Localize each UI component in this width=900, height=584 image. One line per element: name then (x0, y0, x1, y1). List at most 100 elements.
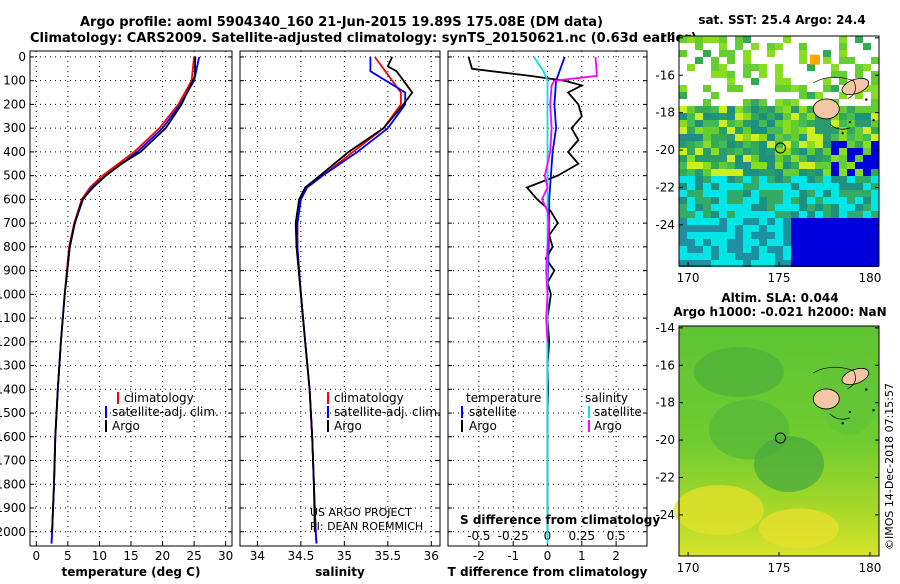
sst-cell (687, 211, 695, 218)
lat-tick-label: -24 (655, 508, 675, 522)
sst-cell (783, 183, 791, 190)
sst-cell (719, 218, 727, 225)
sst-cell (679, 183, 687, 190)
sst-cell (679, 85, 687, 92)
sst-cell (679, 162, 687, 169)
sst-cell (687, 113, 695, 120)
sla-map-title: Altim. SLA: 0.044 (721, 291, 838, 305)
sst-cell (799, 260, 807, 267)
sst-cell (863, 260, 871, 267)
sst-cell (687, 204, 695, 211)
sst-cell (783, 120, 791, 127)
sst-cell (687, 253, 695, 260)
sst-cell (839, 43, 847, 50)
sst-cell (791, 232, 799, 239)
sst-cell (751, 253, 759, 260)
sst-cell (799, 211, 807, 218)
sst-cell (823, 232, 831, 239)
sst-cell (743, 218, 751, 225)
sst-cell (759, 190, 767, 197)
sst-cell (807, 127, 815, 134)
sst-cell (703, 218, 711, 225)
sst-map-title: sat. SST: 25.4 Argo: 24.4 (698, 13, 865, 27)
sst-cell (679, 106, 687, 113)
sst-cell (799, 57, 807, 64)
sst-cell (719, 141, 727, 148)
sst-cell (759, 218, 767, 225)
sst-cell (839, 211, 847, 218)
sst-cell (711, 64, 719, 71)
sst-cell (831, 190, 839, 197)
sst-cell (871, 176, 879, 183)
sst-cell (735, 246, 743, 253)
depth-tick-label: 1500 (0, 406, 26, 420)
sst-cell (767, 232, 775, 239)
sst-cell (839, 92, 847, 99)
sst-cell (863, 106, 871, 113)
sst-cell (711, 197, 719, 204)
sst-cell (711, 57, 719, 64)
sst-cell (743, 99, 751, 106)
sst-cell (759, 148, 767, 155)
sst-cell (783, 36, 791, 43)
sst-cell (863, 64, 871, 71)
sst-cell (855, 127, 863, 134)
lat-tick-label: -14 (655, 31, 675, 45)
timestamp-stamp: ©IMOS 14-Dec-2018 07:15:57 (883, 383, 896, 550)
series-line-s-satellite (533, 56, 549, 544)
lon-tick-label: 175 (768, 271, 791, 285)
sst-cell (695, 134, 703, 141)
sst-cell (767, 155, 775, 162)
sst-cell (743, 106, 751, 113)
sst-cell (735, 85, 743, 92)
sst-cell (727, 211, 735, 218)
sst-cell (743, 169, 751, 176)
sst-cell (839, 36, 847, 43)
legend-satellite: satellite-adj. clim. (112, 405, 219, 419)
sst-cell (775, 85, 783, 92)
sst-cell (759, 106, 767, 113)
sst-cell (831, 211, 839, 218)
sst-cell (855, 134, 863, 141)
sst-cell (695, 141, 703, 148)
sst-cell (775, 141, 783, 148)
sst-cell (839, 120, 847, 127)
sst-cell (767, 190, 775, 197)
sst-cell (863, 169, 871, 176)
depth-tick-label: 1700 (0, 454, 26, 468)
sst-cell (727, 190, 735, 197)
sst-cell (799, 176, 807, 183)
lat-tick-label: -18 (655, 396, 675, 410)
depth-tick-label: 300 (3, 121, 26, 135)
sst-cell (695, 225, 703, 232)
sst-cell (751, 148, 759, 155)
sst-cell (815, 239, 823, 246)
sst-cell (799, 197, 807, 204)
sst-cell (815, 127, 823, 134)
float-position-marker (774, 432, 786, 444)
sst-cell (775, 78, 783, 85)
sst-cell (767, 43, 775, 50)
legend-salinity-title: salinity (585, 391, 628, 405)
sst-cell (703, 134, 711, 141)
sst-cell (799, 148, 807, 155)
sst-cell (775, 162, 783, 169)
x-tick-label: 1 (578, 549, 586, 563)
sst-cell (711, 120, 719, 127)
sst-cell (727, 57, 735, 64)
sst-cell (727, 78, 735, 85)
lat-tick-label: -24 (655, 218, 675, 232)
sst-cell (719, 183, 727, 190)
x-tick-label: 36 (424, 549, 439, 563)
sst-cell (703, 162, 711, 169)
sst-cell (703, 113, 711, 120)
sst-cell (735, 197, 743, 204)
sst-cell (823, 176, 831, 183)
sst-cell (703, 50, 711, 57)
sst-cell (815, 162, 823, 169)
sst-cell (735, 190, 743, 197)
sst-cell (703, 155, 711, 162)
depth-tick-label: 1100 (0, 311, 26, 325)
x-axis-label: salinity (315, 565, 365, 579)
sst-cell (679, 113, 687, 120)
